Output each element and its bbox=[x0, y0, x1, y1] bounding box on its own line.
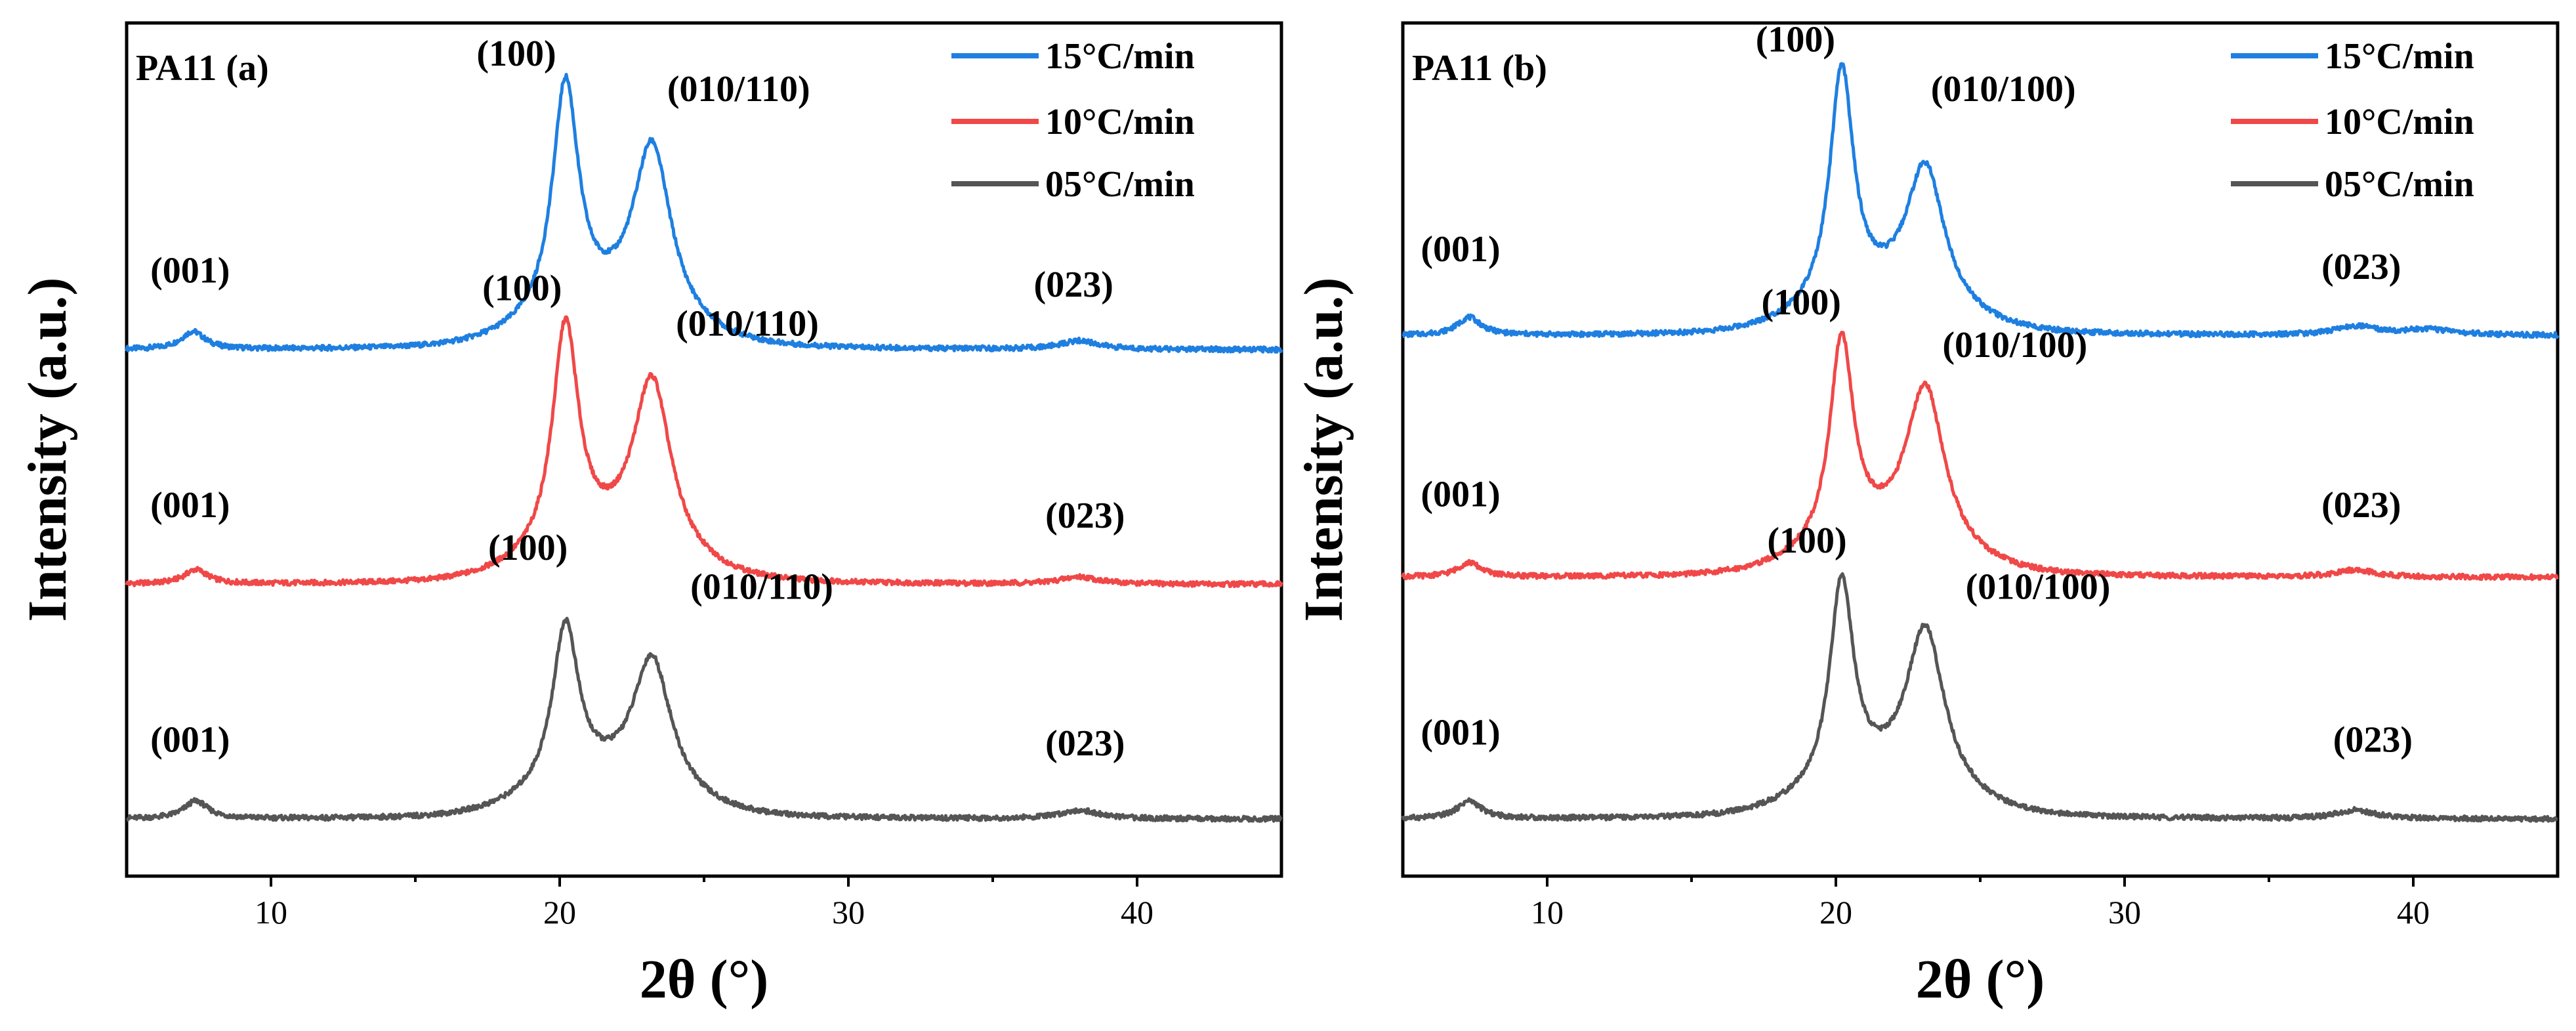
peak-label: (010/110) bbox=[667, 69, 810, 110]
panel-a-y-axis-title: Intensity (a.u.) bbox=[17, 277, 78, 621]
peak-label: (001) bbox=[150, 719, 230, 760]
peak-label: (100) bbox=[1762, 282, 1841, 323]
peak-label: (001) bbox=[150, 250, 230, 291]
panel-a-plot-area: (001) (100) (010/110) (023) (001) (100) (010/1… bbox=[125, 33, 1283, 823]
legend-label-10: 10°C/min bbox=[1045, 102, 1195, 142]
panel-b: 10 20 30 40 2θ (°) Intensity (a.u.) PA11… bbox=[1293, 19, 2560, 1010]
peak-label: (100) bbox=[482, 268, 562, 309]
peak-label: (001) bbox=[1421, 229, 1500, 270]
panel-b-x-tick-label: 30 bbox=[2108, 894, 2141, 931]
legend-label-15: 15°C/min bbox=[2325, 36, 2474, 77]
peak-label: (010/100) bbox=[1931, 69, 2076, 110]
panel-b-plot-area: (001) (100) (010/100) (023) (001) (100) (010/1… bbox=[1401, 19, 2560, 823]
peak-label: (010/110) bbox=[676, 304, 819, 345]
peak-label: (100) bbox=[1756, 19, 1835, 60]
panel-a-legend: 15°C/min 10°C/min 05°C/min bbox=[951, 36, 1195, 205]
peak-label: (010/100) bbox=[1966, 567, 2111, 608]
panel-b-label: PA11 (b) bbox=[1412, 48, 1547, 89]
peak-label: (010/100) bbox=[1942, 325, 2087, 366]
legend-label-15: 15°C/min bbox=[1045, 36, 1195, 77]
panel-a-x-axis: 10 20 30 40 bbox=[255, 876, 1153, 931]
panel-b-x-axis: 10 20 30 40 bbox=[1531, 876, 2430, 931]
panel-a-label: PA11 (a) bbox=[136, 48, 269, 89]
peak-label: (010/110) bbox=[690, 567, 833, 608]
panel-a-x-tick-label: 10 bbox=[255, 894, 287, 931]
peak-label: (023) bbox=[2321, 247, 2401, 287]
panel-a-x-tick-label: 30 bbox=[832, 894, 865, 931]
peak-label: (023) bbox=[1045, 495, 1125, 536]
panel-a: 10 20 30 40 2θ (°) Intensity (a.u.) PA11… bbox=[17, 21, 1283, 1010]
peak-label: (023) bbox=[2321, 485, 2401, 526]
panel-b-y-axis-title: Intensity (a.u.) bbox=[1293, 277, 1354, 621]
series-line-10°C/min bbox=[1401, 330, 2559, 581]
peak-label: (001) bbox=[150, 485, 230, 526]
panel-b-x-tick-label: 20 bbox=[1819, 894, 1852, 931]
panel-a-x-tick-label: 40 bbox=[1121, 894, 1153, 931]
peak-label: (023) bbox=[1034, 264, 1113, 305]
legend-label-05: 05°C/min bbox=[2325, 164, 2474, 205]
legend-label-10: 10°C/min bbox=[2325, 102, 2474, 142]
peak-label: (100) bbox=[1767, 520, 1846, 561]
peak-label: (100) bbox=[488, 528, 568, 568]
peak-label: (001) bbox=[1421, 713, 1500, 753]
panel-b-x-tick-label: 10 bbox=[1531, 894, 1564, 931]
series-line-10°C/min bbox=[125, 315, 1283, 589]
series-line-05°C/min bbox=[1401, 572, 2559, 823]
panel-b-x-axis-title: 2θ (°) bbox=[1916, 949, 2045, 1010]
legend-label-05: 05°C/min bbox=[1045, 164, 1195, 205]
peak-label: (023) bbox=[2333, 719, 2413, 760]
series-line-05°C/min bbox=[125, 616, 1283, 823]
panel-b-legend: 15°C/min 10°C/min 05°C/min bbox=[2231, 36, 2474, 205]
series-line-15°C/min bbox=[125, 73, 1283, 354]
panel-a-x-tick-label: 20 bbox=[543, 894, 576, 931]
peak-label: (023) bbox=[1045, 723, 1125, 764]
peak-label: (001) bbox=[1421, 474, 1500, 515]
panel-b-x-tick-label: 40 bbox=[2397, 894, 2430, 931]
panel-a-x-axis-title: 2θ (°) bbox=[640, 949, 768, 1010]
peak-label: (100) bbox=[476, 33, 556, 74]
series-line-15°C/min bbox=[1402, 62, 2560, 339]
